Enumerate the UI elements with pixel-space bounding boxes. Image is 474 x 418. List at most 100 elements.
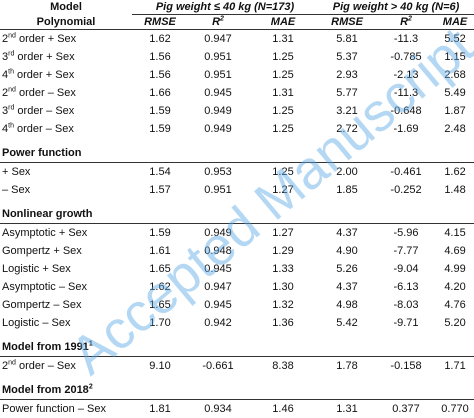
cell: 1.59	[132, 102, 188, 120]
cell: 5.26	[318, 260, 376, 278]
metric-header: RMSE	[318, 15, 376, 30]
text: RMSE	[144, 16, 176, 28]
cell: 1.48	[436, 181, 474, 199]
cell: 1.25	[248, 48, 318, 66]
cell: 4.37	[318, 278, 376, 296]
text: Logistic – Sex	[2, 317, 70, 329]
cell: 1.25	[248, 66, 318, 84]
cell: 1.62	[132, 278, 188, 296]
cell: 0.770	[436, 400, 474, 418]
cell: 4.76	[436, 296, 474, 314]
section-title: Model from 20182	[0, 381, 474, 400]
cell: 1.62	[436, 163, 474, 182]
cell: -11.3	[376, 84, 436, 102]
cell: 1.59	[132, 120, 188, 138]
cell: -0.648	[376, 102, 436, 120]
cell: 1.56	[132, 48, 188, 66]
cell: -0.785	[376, 48, 436, 66]
text: Power function	[2, 147, 81, 159]
cell: 0.949	[188, 102, 248, 120]
cell: 2.72	[318, 120, 376, 138]
row-label: Asymptotic – Sex	[0, 278, 132, 296]
cell: 1.31	[318, 400, 376, 418]
text: MAE	[271, 16, 295, 28]
cell: 0.949	[188, 120, 248, 138]
cell: 5.77	[318, 84, 376, 102]
text: order – Sex	[14, 123, 74, 135]
cell: -9.04	[376, 260, 436, 278]
row-label: – Sex	[0, 181, 132, 199]
text: MAE	[443, 16, 467, 28]
cell: 1.61	[132, 242, 188, 260]
text: R	[212, 16, 220, 28]
cell: 0.945	[188, 260, 248, 278]
section-row: Power function	[0, 144, 474, 163]
section-row: Nonlinear growth	[0, 205, 474, 224]
cell: 0.945	[188, 296, 248, 314]
section-row: Model from 20182	[0, 381, 474, 400]
cell: 1.25	[248, 163, 318, 182]
cell: 4.98	[318, 296, 376, 314]
cell: -1.69	[376, 120, 436, 138]
cell: 1.30	[248, 278, 318, 296]
cell: -9.71	[376, 314, 436, 332]
cell: 4.90	[318, 242, 376, 260]
text: Logistic + Sex	[2, 263, 71, 275]
text: Nonlinear growth	[2, 208, 92, 220]
cell: 1.66	[132, 84, 188, 102]
cell: 1.32	[248, 296, 318, 314]
row-label: Gompertz + Sex	[0, 242, 132, 260]
cell: 1.31	[248, 84, 318, 102]
cell: 4.99	[436, 260, 474, 278]
text: R	[400, 16, 408, 28]
cell: 0.951	[188, 181, 248, 199]
metric-header: R2	[188, 15, 248, 30]
cell: 5.20	[436, 314, 474, 332]
cell: 4.15	[436, 224, 474, 243]
row-label: 3rd order – Sex	[0, 102, 132, 120]
text: Gompertz + Sex	[2, 245, 82, 257]
row-label: + Sex	[0, 163, 132, 182]
section-title: Power function	[0, 144, 474, 163]
superscript: nd	[8, 32, 16, 39]
cell: -2.13	[376, 66, 436, 84]
cell: 0.377	[376, 400, 436, 418]
cell: 2.93	[318, 66, 376, 84]
text: order – Sex	[16, 360, 76, 372]
cell: 1.36	[248, 314, 318, 332]
text: RMSE	[331, 16, 363, 28]
cell: 0.934	[188, 400, 248, 418]
text: Gompertz – Sex	[2, 299, 81, 311]
cell: -0.252	[376, 181, 436, 199]
row-label: Power function – Sex	[0, 400, 132, 418]
row-label: Logistic – Sex	[0, 314, 132, 332]
cell: 1.65	[132, 260, 188, 278]
cell: 1.85	[318, 181, 376, 199]
cell: -0.461	[376, 163, 436, 182]
superscript: 1	[89, 340, 93, 347]
cell: 1.15	[436, 48, 474, 66]
cell: -6.13	[376, 278, 436, 296]
row-label: Gompertz – Sex	[0, 296, 132, 314]
cell: 1.33	[248, 260, 318, 278]
superscript: nd	[8, 86, 16, 93]
cell: 0.947	[188, 278, 248, 296]
cell: 0.951	[188, 66, 248, 84]
section-title: Model from 19911	[0, 338, 474, 357]
superscript: nd	[8, 359, 16, 366]
text: Asymptotic + Sex	[2, 227, 87, 239]
text: Asymptotic – Sex	[2, 281, 87, 293]
